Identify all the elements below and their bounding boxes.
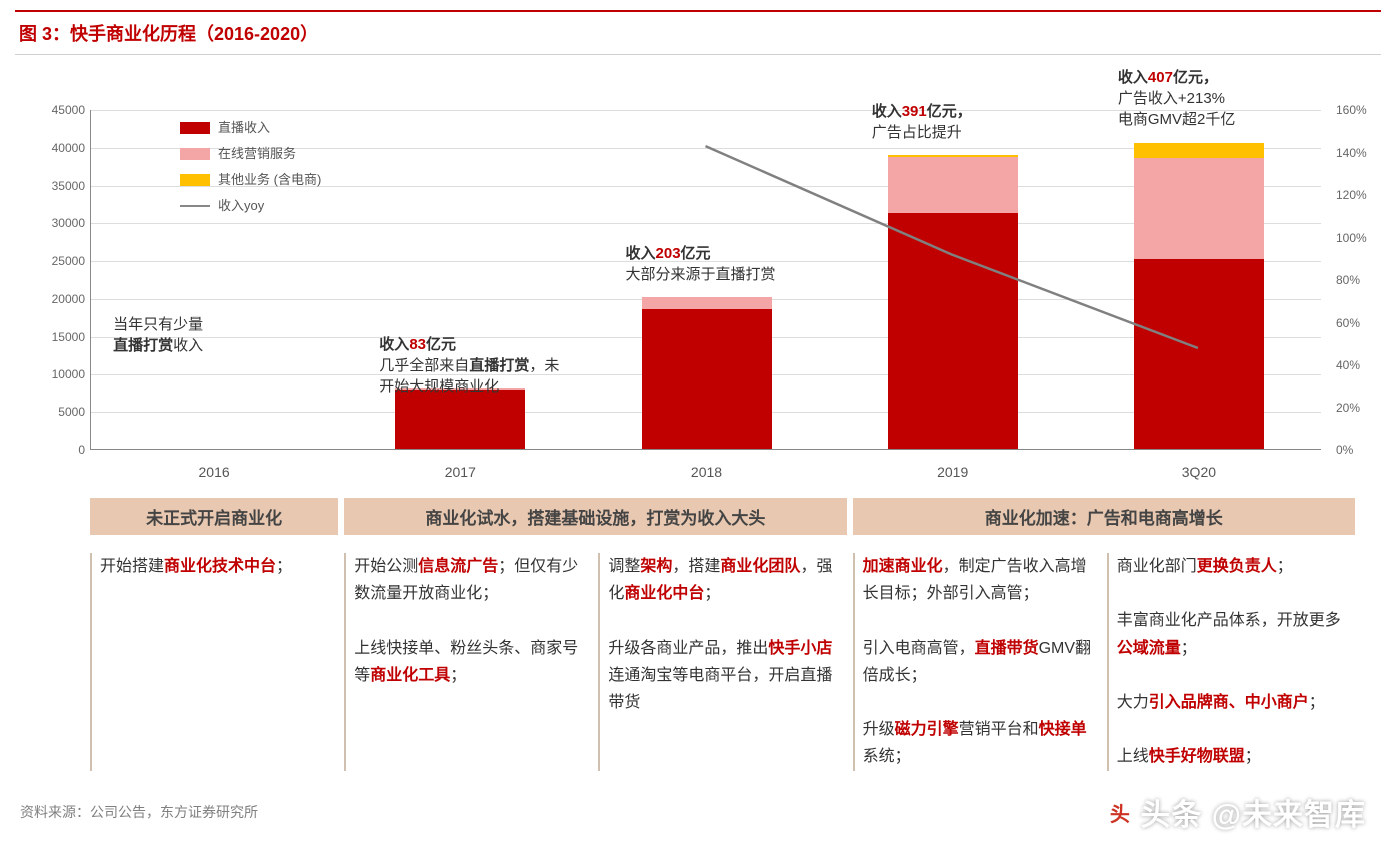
bar-seg-other (1134, 143, 1264, 158)
y-right-tick: 120% (1336, 188, 1381, 202)
detail-cell: 开始公测信息流广告；但仅有少数流量开放商业化；上线快接单、粉丝头条、商家号等商业… (344, 553, 592, 771)
y-right-tick: 20% (1336, 401, 1381, 415)
x-label: 2017 (395, 464, 525, 480)
annotation-3Q20: 收入407亿元，广告收入+213%电商GMV超2千亿 (1118, 67, 1308, 130)
bar-seg-live (642, 309, 772, 450)
y-right-tick: 160% (1336, 103, 1381, 117)
bar-seg-ads (1134, 158, 1264, 258)
bar-seg-live (1134, 259, 1264, 450)
y-right-tick: 0% (1336, 443, 1381, 457)
phase-header-row: 未正式开启商业化商业化试水，搭建基础设施，打赏为收入大头商业化加速：广告和电商高… (90, 498, 1361, 535)
y-left-tick: 35000 (35, 179, 85, 193)
y-right-tick: 80% (1336, 273, 1381, 287)
legend-item-other: 其他业务 (含电商) (180, 167, 321, 193)
y-left-tick: 40000 (35, 141, 85, 155)
y-left-tick: 30000 (35, 216, 85, 230)
y-left-tick: 25000 (35, 254, 85, 268)
y-right-tick: 60% (1336, 316, 1381, 330)
annotation-2016: 当年只有少量直播打赏收入 (113, 314, 303, 356)
bar-seg-live (395, 390, 525, 450)
detail-cell: 商业化部门更换负责人；丰富商业化产品体系，开放更多公域流量；大力引入品牌商、中小… (1107, 553, 1355, 771)
y-left-tick: 0 (35, 443, 85, 457)
bar-2017 (395, 110, 525, 450)
detail-cell: 开始搭建商业化技术中台； (90, 553, 338, 771)
detail-cell: 加速商业化，制定广告收入高增长目标；外部引入高管；引入电商高管，直播带货GMV翻… (853, 553, 1101, 771)
annotation-2019: 收入391亿元，广告占比提升 (872, 101, 1062, 143)
legend-item-live: 直播收入 (180, 115, 321, 141)
watermark: 头 头条 @未来智库 (1106, 790, 1366, 834)
x-label: 2018 (642, 464, 772, 480)
y-right-tick: 100% (1336, 231, 1381, 245)
figure-title-bar: 图 3：快手商业化历程（2016-2020） (15, 10, 1381, 55)
detail-cell: 调整架构，搭建商业化团队，强化商业化中台；升级各商业产品，推出快手小店连通淘宝等… (598, 553, 846, 771)
x-label: 2019 (888, 464, 1018, 480)
detail-row: 开始搭建商业化技术中台；开始公测信息流广告；但仅有少数流量开放商业化；上线快接单… (90, 553, 1361, 771)
x-label: 2016 (149, 464, 279, 480)
annotation-2017: 收入83亿元几乎全部来自直播打赏，未开始大规模商业化 (379, 334, 569, 397)
source-citation: 资料来源：公司公告，东方证券研究所 (20, 802, 258, 822)
watermark-icon: 头 (1106, 798, 1134, 826)
bar-seg-ads (642, 297, 772, 310)
legend-item-ads: 在线营销服务 (180, 141, 321, 167)
y-left-tick: 45000 (35, 103, 85, 117)
phase-header: 未正式开启商业化 (90, 498, 338, 535)
legend-item-yoy: 收入yoy (180, 193, 321, 219)
phase-header: 商业化加速：广告和电商高增长 (853, 498, 1355, 535)
legend: 直播收入 在线营销服务 其他业务 (含电商) 收入yoy (180, 115, 321, 219)
y-left-tick: 15000 (35, 330, 85, 344)
bar-seg-ads (888, 157, 1018, 213)
chart-area: 0 5000 10000 15000 20000 25000 30000 35000 40000… (35, 110, 1381, 490)
bar-seg-other (888, 155, 1018, 157)
bar-seg-live (888, 213, 1018, 450)
y-right-tick: 140% (1336, 146, 1381, 160)
bar-2019 (888, 110, 1018, 450)
phase-header: 商业化试水，搭建基础设施，打赏为收入大头 (344, 498, 846, 535)
y-left-tick: 10000 (35, 367, 85, 381)
y-left-tick: 20000 (35, 292, 85, 306)
x-label: 3Q20 (1134, 464, 1264, 480)
y-right-tick: 40% (1336, 358, 1381, 372)
figure-title: 图 3：快手商业化历程（2016-2020） (19, 24, 318, 44)
bar-3Q20 (1134, 110, 1264, 450)
y-left-tick: 5000 (35, 405, 85, 419)
annotation-2018: 收入203亿元大部分来源于直播打赏 (626, 243, 816, 285)
